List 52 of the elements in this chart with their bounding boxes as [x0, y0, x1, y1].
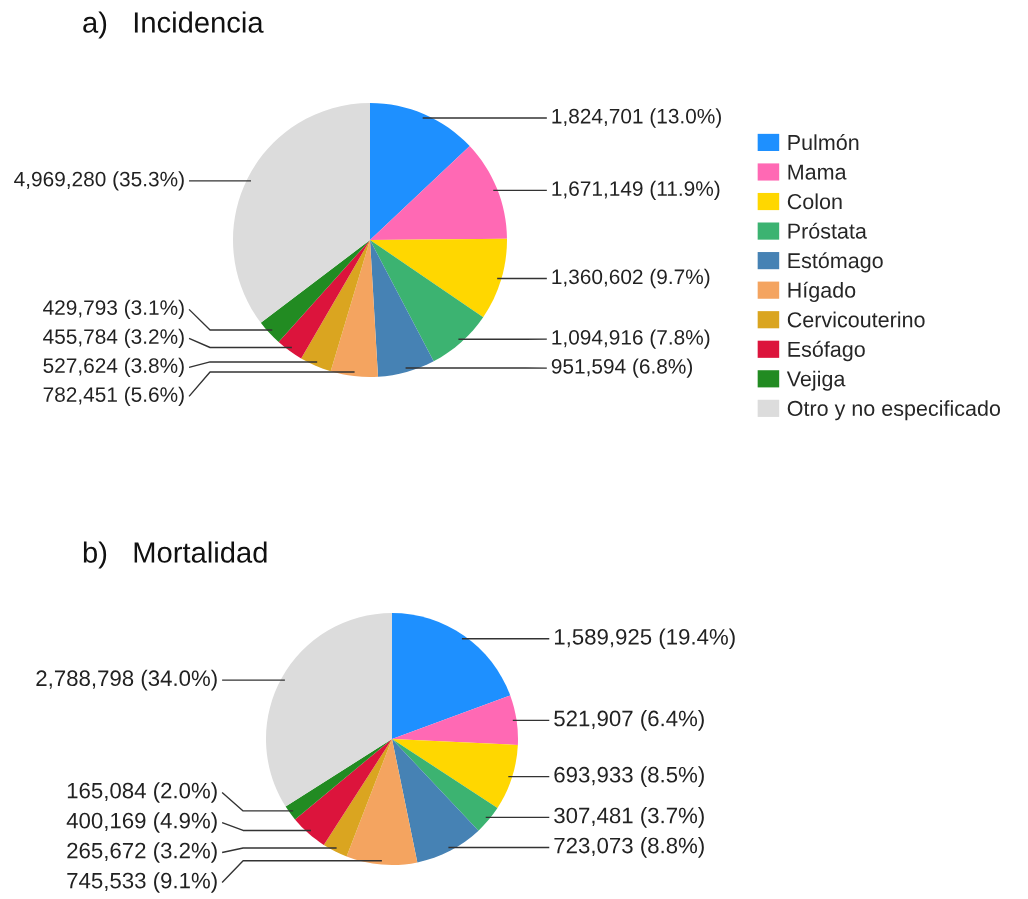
data-label: 951,594 (6.8%) — [551, 358, 692, 378]
legend-label: Vejiga — [786, 370, 846, 391]
data-label: 693,933 (8.5%) — [554, 766, 704, 787]
legend-label: Esófago — [788, 340, 865, 362]
data-label: 165,084 (2.0%) — [67, 782, 217, 803]
pie-slice — [330, 240, 379, 377]
pie-slice — [323, 739, 392, 857]
pie-slice — [295, 739, 392, 845]
legend-label: Otro y no especificado — [787, 400, 1001, 421]
data-label: 2,788,798 (34.0%) — [36, 669, 217, 691]
data-label: 1,360,602 (9.7%) — [552, 268, 710, 289]
data-label: 429,793 (3.1%) — [43, 299, 184, 320]
pie-slice — [392, 739, 479, 863]
pie-slice — [370, 240, 434, 377]
pie-slice — [346, 739, 418, 865]
data-label: 265,672 (3.2%) — [67, 842, 217, 863]
data-label: 782,451 (5.6%) — [43, 386, 184, 407]
data-label: 527,624 (3.8%) — [43, 357, 184, 378]
legend-label: Estómago — [788, 252, 883, 273]
pie-slice — [233, 103, 370, 323]
chart-title: b) Mortalidad — [83, 541, 267, 569]
legend-label: Próstata — [788, 222, 867, 239]
data-label: 4,969,280 (35.3%) — [14, 171, 184, 191]
pie-slice — [285, 739, 392, 820]
legend-label: Colon — [787, 193, 842, 210]
pie-slice — [392, 695, 518, 745]
data-label: 521,907 (6.4%) — [554, 710, 704, 731]
legend-label: Mama — [788, 164, 847, 180]
data-label: 723,073 (8.8%) — [554, 837, 704, 858]
data-label: 1,094,916 (7.8%) — [552, 329, 710, 349]
data-label: 307,481 (3.7%) — [554, 807, 704, 828]
data-label: 455,784 (3.2%) — [43, 328, 184, 349]
pie-slice — [370, 240, 484, 362]
pie-slice — [301, 240, 370, 372]
pie-slice — [392, 739, 518, 808]
pie-slice — [260, 240, 370, 343]
legend-label: Hígado — [788, 281, 856, 303]
data-label: 1,589,925 (19.4%) — [554, 628, 735, 650]
pie-slice — [392, 739, 498, 831]
data-label: 1,824,701 (13.0%) — [552, 108, 721, 128]
pie-slice — [278, 240, 370, 359]
pie-slice — [392, 613, 511, 739]
legend-label: Cervicouterino — [787, 311, 925, 328]
pie-slice — [370, 103, 470, 240]
data-label: 400,169 (4.9%) — [66, 812, 217, 833]
chart-title: a) Incidencia — [83, 11, 264, 39]
data-label: 745,533 (9.1%) — [67, 872, 217, 893]
pie-slice — [370, 146, 507, 240]
data-label: 1,671,149 (11.9%) — [552, 180, 720, 201]
pie-slice — [266, 613, 392, 807]
pie-slice — [370, 238, 507, 318]
legend-label: Pulmón — [788, 134, 859, 151]
